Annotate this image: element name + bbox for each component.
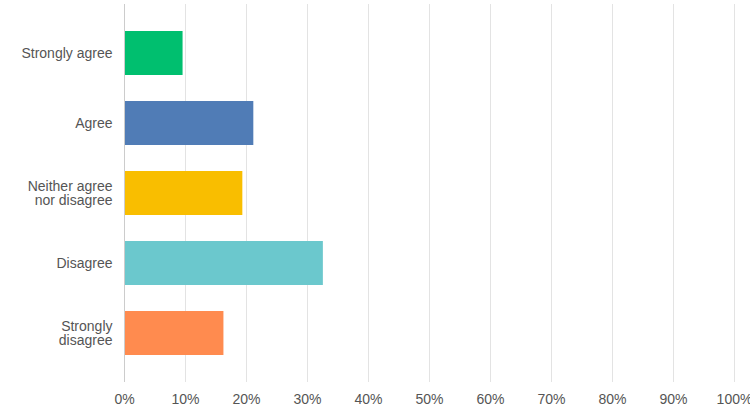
svg-text:30%: 30% <box>293 391 321 407</box>
svg-text:60%: 60% <box>476 391 504 407</box>
svg-text:40%: 40% <box>354 391 382 407</box>
svg-text:Disagree: Disagree <box>56 255 112 271</box>
svg-text:100%: 100% <box>717 391 750 407</box>
svg-text:50%: 50% <box>415 391 443 407</box>
svg-text:Strongly agree: Strongly agree <box>21 45 112 61</box>
svg-text:20%: 20% <box>232 391 260 407</box>
svg-text:80%: 80% <box>598 391 626 407</box>
svg-text:10%: 10% <box>171 391 199 407</box>
svg-text:Neither agreenor disagree: Neither agreenor disagree <box>28 178 113 208</box>
svg-text:90%: 90% <box>659 391 687 407</box>
svg-text:70%: 70% <box>537 391 565 407</box>
svg-text:Stronglydisagree: Stronglydisagree <box>59 318 113 348</box>
svg-text:Agree: Agree <box>75 115 113 131</box>
svg-text:0%: 0% <box>114 391 134 407</box>
